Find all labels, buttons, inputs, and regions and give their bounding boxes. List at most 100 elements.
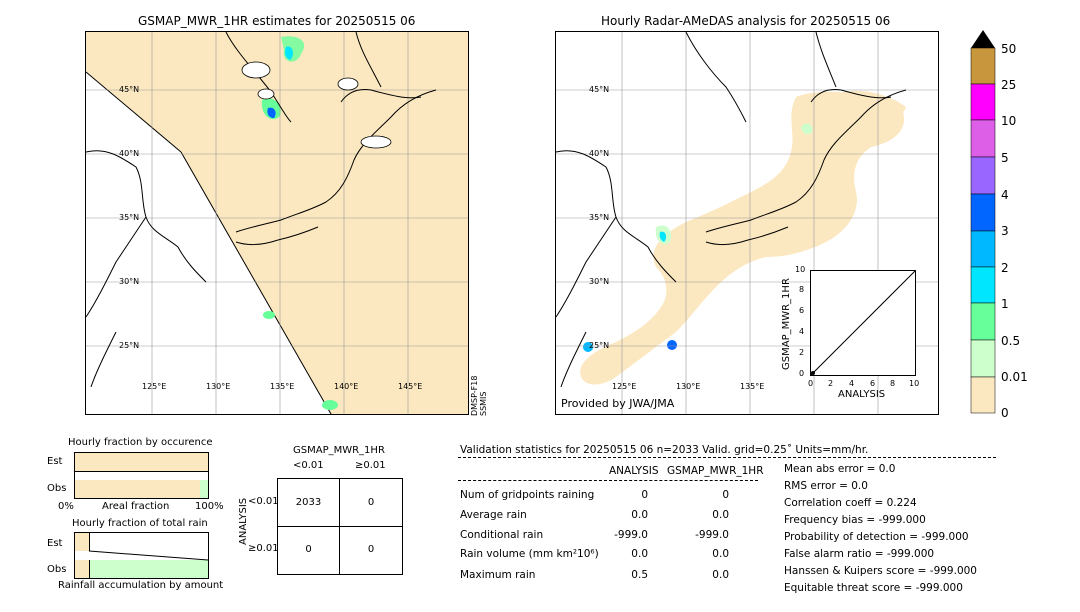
stat-analysis: -999.0	[614, 529, 648, 541]
inset-ytick: 8	[799, 285, 805, 294]
lon-label: 140°E	[334, 382, 359, 391]
inset-tick: 8	[890, 379, 896, 388]
inset-scatter	[810, 270, 916, 376]
inset-tick: 0	[808, 379, 814, 388]
colorbar-label: 50	[1001, 42, 1017, 56]
stat-gsmap: 0.0	[712, 548, 729, 560]
contingency-table: 2033 0 0 0	[277, 478, 403, 575]
stat-gsmap: 0.0	[712, 509, 729, 521]
stat-analysis: 0	[641, 489, 648, 501]
stat-label: Average rain	[460, 509, 527, 521]
stat-analysis: 0.5	[631, 569, 648, 581]
colorbar-label: 3	[1001, 224, 1009, 238]
lat-label: 45°N	[119, 85, 140, 94]
left-map: 45°N 40°N 35°N 30°N 25°N 125°E 130°E 135…	[85, 31, 469, 415]
stat-gsmap: -999.0	[695, 529, 729, 541]
colorbar-label: 0.5	[1001, 334, 1021, 348]
contingency-cell: 0	[367, 544, 375, 555]
colorbar-label: 2	[1001, 261, 1009, 275]
diagonal-line	[810, 270, 916, 376]
colorbar-label: 1	[1001, 297, 1009, 311]
row-label-obs: Obs	[47, 564, 67, 575]
rain-patch	[583, 342, 593, 352]
col-header: <0.01	[293, 460, 324, 471]
stat-label: Rain volume (mm km²10⁶)	[460, 548, 599, 560]
row-label-est: Est	[47, 538, 63, 549]
lat-label: 35°N	[119, 213, 140, 222]
obs-bar	[75, 560, 90, 578]
analysis-area	[580, 91, 905, 385]
rain-patch	[285, 46, 293, 60]
inset-xlabel: ANALYSIS	[838, 389, 886, 400]
header-divider	[458, 457, 996, 458]
table-divider	[458, 480, 758, 481]
row-header: ≥0.01	[248, 543, 279, 554]
col-analysis: ANALYSIS	[609, 465, 659, 477]
row-label-est: Est	[47, 456, 63, 467]
rain-patch	[267, 107, 276, 118]
rain-patch	[322, 400, 338, 410]
score-ets: Equitable threat score = -999.000	[784, 582, 963, 594]
stat-analysis: 0.0	[631, 509, 648, 521]
lon-label: 130°E	[676, 382, 701, 391]
axis-right-label: 100%	[195, 501, 224, 512]
validation-header: Validation statistics for 20250515 06 n=…	[460, 444, 869, 456]
est-bar	[75, 533, 90, 551]
inset-ytick: 10	[795, 265, 806, 274]
total-rain-xlabel: Rainfall accumulation by amount	[58, 580, 224, 591]
stat-gsmap: 0	[722, 489, 729, 501]
row-label-obs: Obs	[47, 483, 67, 494]
contingency-cell: 0	[305, 544, 312, 555]
inset-ytick: 2	[799, 348, 805, 357]
lat-label: 25°N	[119, 341, 140, 350]
score-hk: Hanssen & Kuipers score = -999.000	[784, 565, 977, 577]
lat-label: 25°N	[589, 341, 610, 350]
rain-patch	[659, 231, 667, 242]
colorbar-label: 0.01	[1001, 370, 1028, 384]
total-rain-chart	[74, 532, 209, 579]
lat-label: 40°N	[589, 149, 610, 158]
obs-bar	[75, 480, 200, 498]
colorbar-label: 0	[1001, 406, 1009, 420]
score-pod: Probability of detection = -999.000	[784, 531, 969, 543]
score-corr: Correlation coeff = 0.224	[784, 497, 917, 509]
inset-tick: 2	[828, 379, 834, 388]
col-gsmap: GSMAP_MWR_1HR	[667, 465, 764, 477]
stat-label: Maximum rain	[460, 569, 536, 581]
inset-tick: 10	[909, 379, 920, 388]
row-header: <0.01	[248, 496, 279, 507]
swath-area	[86, 32, 468, 414]
lat-label: 30°N	[119, 277, 140, 286]
stat-label: Conditional rain	[460, 529, 544, 541]
lat-label: 30°N	[589, 277, 610, 286]
colorbar-extend-arrow	[971, 30, 995, 48]
lon-label: 135°E	[740, 382, 765, 391]
lat-label: 45°N	[589, 85, 610, 94]
inset-ytick: 4	[799, 327, 805, 336]
score-mae: Mean abs error = 0.0	[784, 463, 896, 475]
inset-ytick: 0	[799, 369, 805, 378]
stat-label: Num of gridpoints raining	[460, 489, 595, 501]
left-map-canvas	[86, 32, 468, 414]
lat-label: 40°N	[119, 149, 140, 158]
axis-mid-label: Areal fraction	[102, 501, 170, 512]
inset-canvas	[810, 270, 916, 376]
axis-left-label: 0%	[58, 501, 74, 512]
sensor-label: DMSP-F18 SSMIS	[470, 375, 488, 416]
inset-ylabel: GSMAP_MWR_1HR	[781, 278, 792, 370]
colorbar-label: 10	[1001, 114, 1017, 128]
lon-label: 145°E	[398, 382, 423, 391]
occurrence-chart	[74, 452, 209, 499]
obs-bar-rain	[200, 480, 208, 498]
occurrence-title: Hourly fraction by occurence	[68, 437, 213, 448]
colorbar-label: 4	[1001, 188, 1009, 202]
inset-tick: 4	[849, 379, 855, 388]
lon-label: 125°E	[612, 382, 637, 391]
lat-label: 35°N	[589, 213, 610, 222]
inset-tick: 6	[870, 379, 876, 388]
score-far: False alarm ratio = -999.000	[784, 548, 935, 560]
colorbar-label: 5	[1001, 151, 1009, 165]
est-bar	[75, 453, 208, 472]
inset-ytick: 6	[799, 306, 805, 315]
contingency-title: GSMAP_MWR_1HR	[293, 445, 385, 456]
